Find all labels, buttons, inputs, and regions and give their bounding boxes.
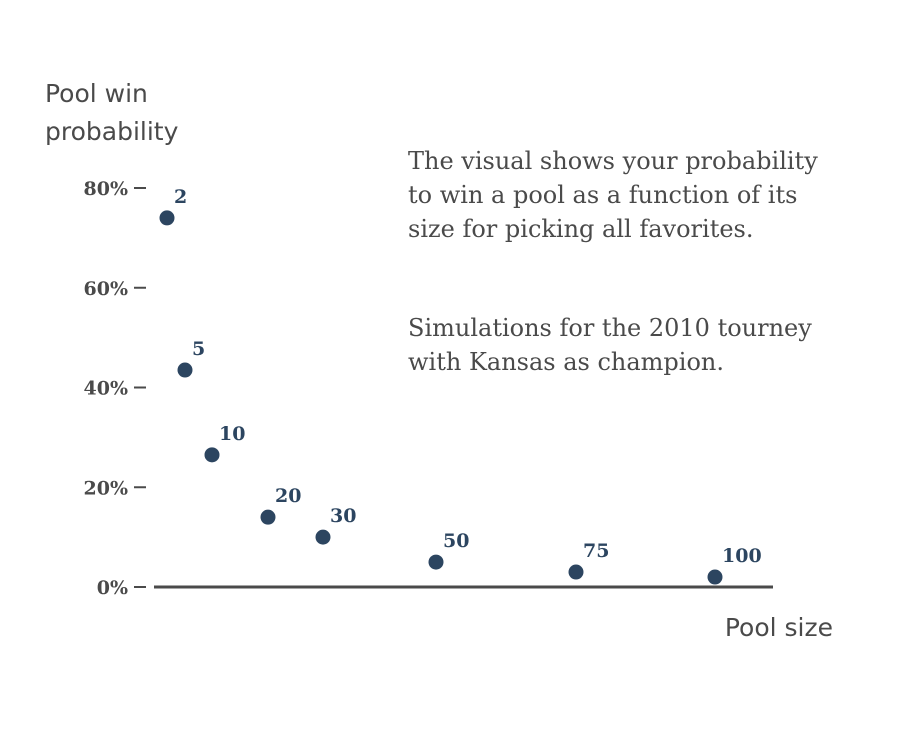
data-point	[707, 569, 723, 585]
data-point	[315, 529, 331, 545]
data-point	[177, 362, 193, 378]
data-point-label: 30	[330, 505, 356, 527]
data-point-label: 100	[722, 545, 762, 567]
annotation-line: to win a pool as a function of its	[408, 181, 797, 209]
data-point-label: 10	[219, 423, 245, 445]
data-point-label: 75	[583, 540, 609, 562]
annotations: The visual shows your probability to win …	[408, 147, 818, 376]
y-axis-label-line: probability	[45, 117, 179, 146]
data-point	[204, 447, 220, 463]
y-tick-label: 20%	[84, 477, 129, 499]
data-point	[568, 564, 584, 580]
annotation-line: size for picking all favorites.	[408, 215, 753, 243]
data-point-label: 2	[174, 186, 187, 208]
data-point	[159, 210, 175, 226]
data-point-label: 5	[192, 338, 205, 360]
data-point-label: 20	[275, 485, 301, 507]
y-axis-label-line: Pool win	[45, 79, 148, 108]
x-axis-label: Pool size	[725, 613, 833, 642]
y-tick-label: 40%	[84, 378, 129, 400]
y-axis-ticks: 0% 20% 40% 60% 80%	[84, 178, 146, 599]
data-points: 2 5 10 20 30 50 75 100	[159, 186, 762, 585]
y-tick-label: 80%	[84, 178, 129, 200]
data-point	[260, 509, 276, 525]
annotation-line: with Kansas as champion.	[408, 348, 724, 376]
data-point	[428, 554, 444, 570]
y-axis-label: Pool win probability	[45, 79, 179, 146]
y-tick-label: 60%	[84, 278, 129, 300]
y-tick-label: 0%	[97, 577, 128, 599]
annotation-line: The visual shows your probability	[408, 147, 818, 175]
data-point-label: 50	[443, 530, 469, 552]
annotation-line: Simulations for the 2010 tourney	[408, 314, 812, 342]
